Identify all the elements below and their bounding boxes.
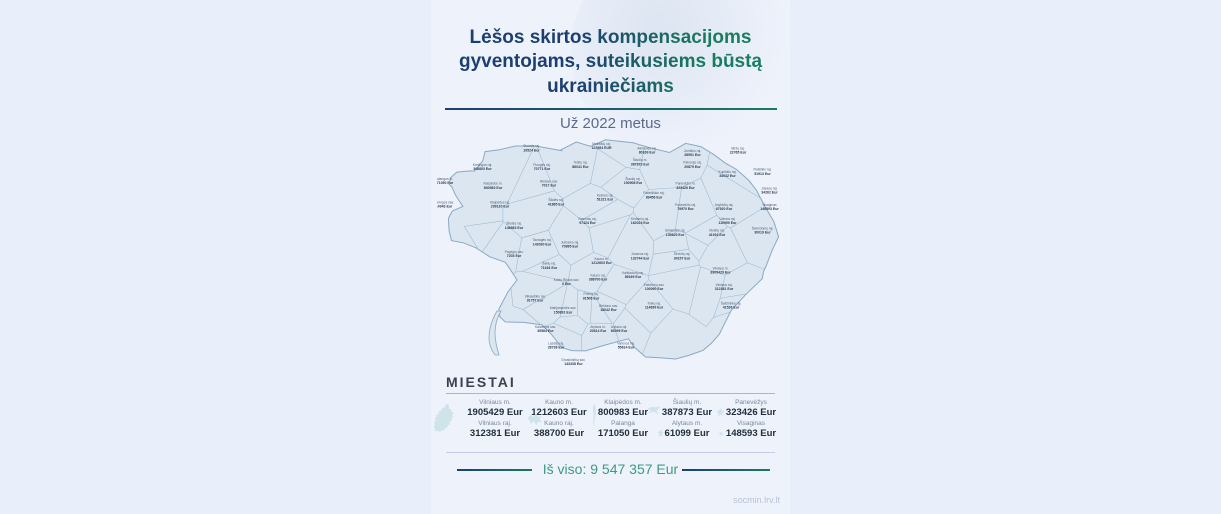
svg-text:0 Eur: 0 Eur xyxy=(562,282,571,286)
svg-text:100090 Eur: 100090 Eur xyxy=(645,287,664,291)
svg-text:14943 Eur: 14943 Eur xyxy=(437,205,453,209)
svg-text:51913 Eur: 51913 Eur xyxy=(754,172,771,176)
svg-text:800983 Eur: 800983 Eur xyxy=(484,186,503,190)
svg-text:71164 Eur: 71164 Eur xyxy=(541,266,558,270)
svg-text:89169 Eur: 89169 Eur xyxy=(625,275,642,279)
svg-text:162024 Eur: 162024 Eur xyxy=(631,221,650,225)
svg-text:97424 Eur: 97424 Eur xyxy=(579,221,596,225)
svg-text:299120 Eur: 299120 Eur xyxy=(491,205,510,209)
svg-text:135829 Eur: 135829 Eur xyxy=(666,233,685,237)
svg-text:80169 Eur: 80169 Eur xyxy=(639,151,656,155)
svg-text:39584 Eur: 39584 Eur xyxy=(537,329,554,333)
svg-text:41865 Eur: 41865 Eur xyxy=(548,202,565,206)
svg-text:388700 Eur: 388700 Eur xyxy=(589,278,608,282)
svg-text:1212603 Eur: 1212603 Eur xyxy=(591,261,612,265)
svg-text:143338 Eur: 143338 Eur xyxy=(564,362,583,366)
svg-text:306803 Eur: 306803 Eur xyxy=(473,167,492,171)
svg-text:22765 Eur: 22765 Eur xyxy=(730,151,747,155)
svg-text:143030 Eur: 143030 Eur xyxy=(533,242,552,246)
svg-text:19524 Eur: 19524 Eur xyxy=(523,148,540,152)
svg-text:41916 Eur: 41916 Eur xyxy=(709,233,726,237)
svg-text:387873 Eur: 387873 Eur xyxy=(631,162,650,166)
svg-text:89456 Eur: 89456 Eur xyxy=(646,195,663,199)
svg-text:91506 Eur: 91506 Eur xyxy=(583,296,600,300)
svg-text:70771 Eur: 70771 Eur xyxy=(534,167,551,171)
svg-text:67920 Eur: 67920 Eur xyxy=(716,207,733,211)
svg-text:110990 Eur: 110990 Eur xyxy=(718,221,737,225)
svg-text:30019 Eur: 30019 Eur xyxy=(754,231,771,235)
svg-text:171050 Eur: 171050 Eur xyxy=(437,181,454,185)
svg-text:28991 Eur: 28991 Eur xyxy=(684,153,701,157)
svg-text:28738 Eur: 28738 Eur xyxy=(548,346,565,350)
svg-text:20614 Eur: 20614 Eur xyxy=(590,329,607,333)
svg-text:122984 EUR: 122984 EUR xyxy=(591,146,612,150)
svg-text:65099 Eur: 65099 Eur xyxy=(611,329,628,333)
svg-text:18042 Eur: 18042 Eur xyxy=(600,308,617,312)
svg-text:55614 Eur: 55614 Eur xyxy=(618,346,635,350)
svg-text:7203 Eur: 7203 Eur xyxy=(507,254,522,258)
svg-text:20879 Eur: 20879 Eur xyxy=(684,165,701,169)
svg-text:86041 Eur: 86041 Eur xyxy=(572,165,589,169)
svg-text:34032 Eur: 34032 Eur xyxy=(719,174,736,178)
svg-text:34157 Eur: 34157 Eur xyxy=(674,256,691,260)
svg-text:323426 Eur: 323426 Eur xyxy=(676,186,695,190)
svg-text:132744 Eur: 132744 Eur xyxy=(631,256,650,260)
svg-text:7017 Eur: 7017 Eur xyxy=(542,184,557,188)
svg-text:91757 Eur: 91757 Eur xyxy=(527,299,544,303)
svg-text:79970 Eur: 79970 Eur xyxy=(677,207,694,211)
svg-text:114699 Eur: 114699 Eur xyxy=(645,306,664,310)
svg-text:150908 Eur: 150908 Eur xyxy=(624,181,643,185)
svg-text:150891 Eur: 150891 Eur xyxy=(554,310,573,314)
svg-text:312381 Eur: 312381 Eur xyxy=(715,287,734,291)
svg-text:146593 Eur: 146593 Eur xyxy=(760,207,779,211)
svg-text:51221 Eur: 51221 Eur xyxy=(597,198,614,202)
svg-text:3905429 Eur: 3905429 Eur xyxy=(710,271,731,275)
svg-text:146663 Eur: 146663 Eur xyxy=(505,226,524,230)
svg-text:34262 Eur: 34262 Eur xyxy=(761,191,778,195)
svg-text:41526 Eur: 41526 Eur xyxy=(723,306,740,310)
svg-text:70895 Eur: 70895 Eur xyxy=(562,245,579,249)
